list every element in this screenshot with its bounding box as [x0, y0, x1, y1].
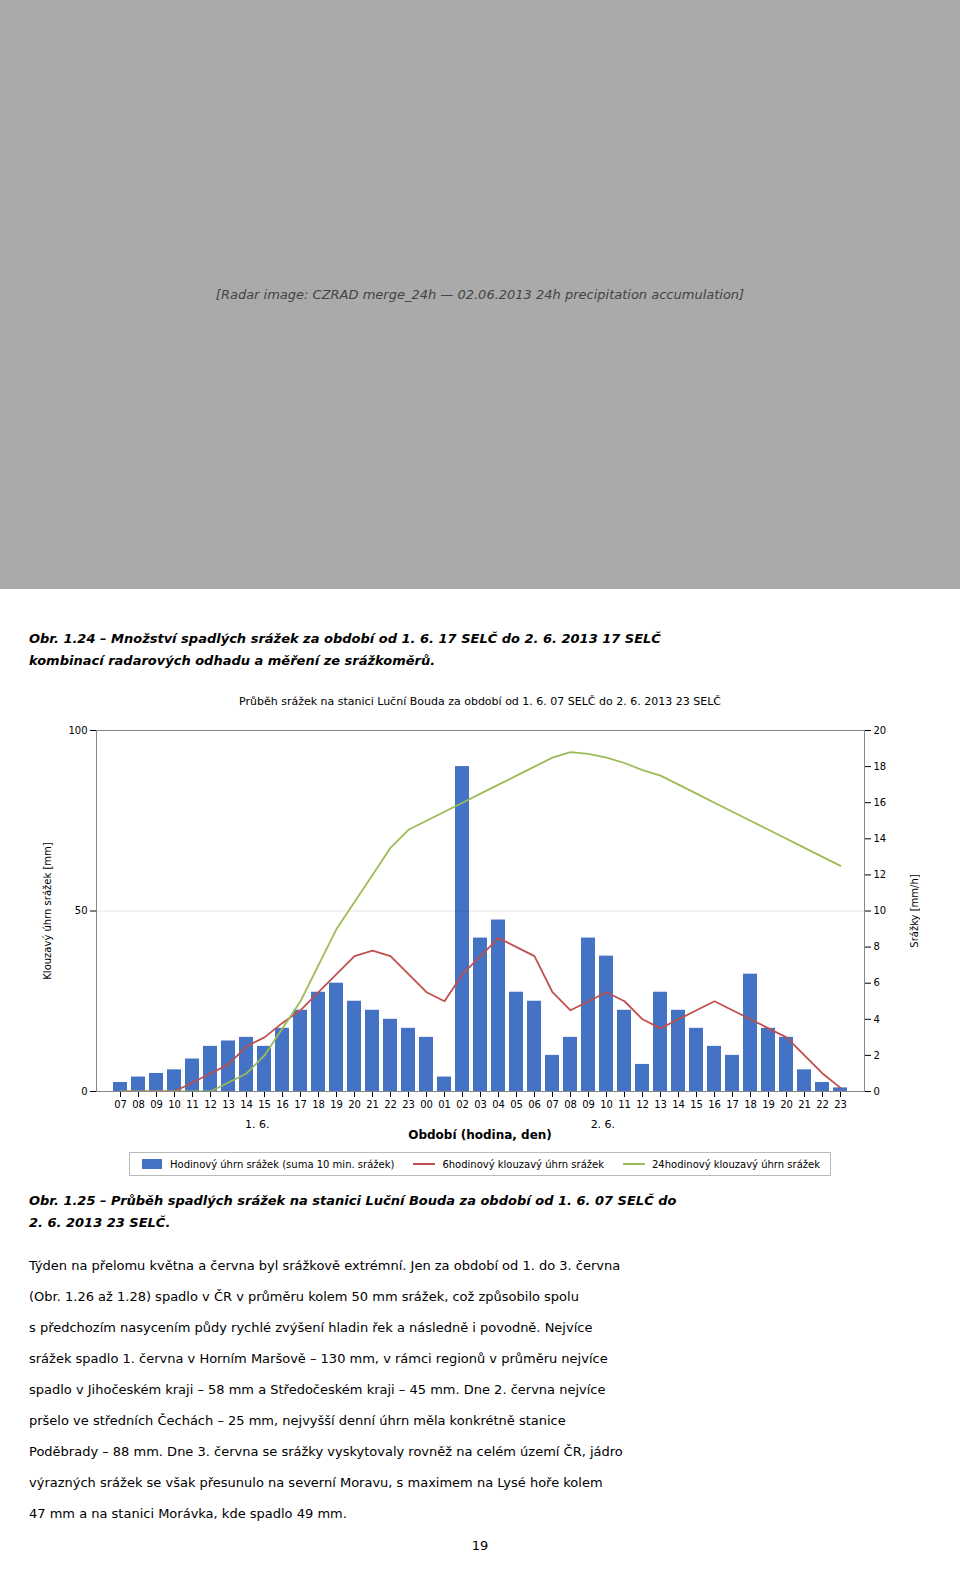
svg-text:09: 09 [150, 1099, 163, 1110]
svg-text:16: 16 [708, 1099, 721, 1110]
svg-text:14: 14 [672, 1099, 685, 1110]
svg-text:0: 0 [874, 1086, 880, 1097]
svg-text:23: 23 [834, 1099, 847, 1110]
svg-text:14: 14 [874, 833, 887, 844]
svg-text:Klouzavý úhrn srážek [mm]: Klouzavý úhrn srážek [mm] [42, 842, 53, 980]
html-text:s předchozím nasycením půdy ry: s předchozím nasycením půdy rychlé zvýše… [29, 1320, 593, 1335]
svg-text:20: 20 [348, 1099, 361, 1110]
svg-text:0: 0 [81, 1086, 87, 1097]
svg-text:12: 12 [636, 1099, 649, 1110]
svg-text:10: 10 [600, 1099, 613, 1110]
svg-text:50: 50 [75, 905, 88, 916]
html-text:srážek spadlo 1. června v Horn: srážek spadlo 1. června v Horním Maršově… [29, 1351, 608, 1366]
html-text:19: 19 [471, 1538, 489, 1553]
html-text:(Obr. 1.26 až 1.28) spadlo v Č: (Obr. 1.26 až 1.28) spadlo v ČR v průměr… [29, 1289, 579, 1304]
html-text:47 mm a na stanici Morávka, kd: 47 mm a na stanici Morávka, kde spadlo 4… [29, 1506, 347, 1521]
svg-text:16: 16 [276, 1099, 289, 1110]
html-text:Obr. 1.25 – Průběh spadlých sr: Obr. 1.25 – Průběh spadlých srážek na st… [29, 1193, 677, 1208]
svg-text:100: 100 [68, 725, 87, 736]
html-text:spadlo v Jihočeském kraji – 58: spadlo v Jihočeském kraji – 58 mm a Stře… [29, 1382, 606, 1397]
html-text:Období (hodina, den): Období (hodina, den) [408, 1128, 552, 1142]
html-text:Obr. 1.24 – Množství spadlých: Obr. 1.24 – Množství spadlých srážek za … [29, 631, 661, 646]
svg-text:12: 12 [204, 1099, 217, 1110]
svg-text:07: 07 [114, 1099, 127, 1110]
svg-text:04: 04 [492, 1099, 505, 1110]
svg-text:10: 10 [874, 905, 887, 916]
svg-text:03: 03 [474, 1099, 487, 1110]
svg-text:16: 16 [874, 797, 887, 808]
svg-text:15: 15 [258, 1099, 271, 1110]
svg-text:05: 05 [510, 1099, 523, 1110]
svg-text:20: 20 [874, 725, 887, 736]
svg-text:14: 14 [240, 1099, 253, 1110]
svg-text:13: 13 [222, 1099, 235, 1110]
svg-text:10: 10 [168, 1099, 181, 1110]
svg-text:15: 15 [690, 1099, 703, 1110]
svg-text:18: 18 [312, 1099, 325, 1110]
svg-text:19: 19 [330, 1099, 343, 1110]
svg-text:09: 09 [582, 1099, 595, 1110]
svg-text:00: 00 [420, 1099, 433, 1110]
html-text:1. 6.: 1. 6. [245, 1118, 270, 1131]
svg-text:13: 13 [654, 1099, 667, 1110]
svg-text:21: 21 [798, 1099, 811, 1110]
svg-text:12: 12 [874, 869, 887, 880]
svg-text:4: 4 [874, 1014, 880, 1025]
html-text:Průběh srážek na stanici Luční: Průběh srážek na stanici Luční Bouda za … [239, 695, 721, 708]
svg-text:Srážky [mm/h]: Srážky [mm/h] [909, 874, 920, 947]
html-text:výrazných srážek se však přesu: výrazných srážek se však přesunulo na se… [29, 1475, 603, 1490]
svg-text:19: 19 [762, 1099, 775, 1110]
svg-text:11: 11 [618, 1099, 631, 1110]
html-text:pršelo ve středních Čechách –: pršelo ve středních Čechách – 25 mm, nej… [29, 1413, 566, 1428]
html-text:Týden na přelomu května a červ: Týden na přelomu května a června byl srá… [29, 1258, 621, 1273]
svg-text:07: 07 [546, 1099, 559, 1110]
svg-text:21: 21 [366, 1099, 379, 1110]
html-text:2. 6. 2013 23 SELČ.: 2. 6. 2013 23 SELČ. [29, 1215, 171, 1231]
svg-text:11: 11 [186, 1099, 199, 1110]
html-text:Poděbrady – 88 mm. Dne 3. červ: Poděbrady – 88 mm. Dne 3. června se sráž… [29, 1444, 623, 1459]
svg-text:23: 23 [402, 1099, 415, 1110]
svg-text:18: 18 [874, 761, 887, 772]
html-text:Hodinový úhrn srážek (suma 10: Hodinový úhrn srážek (suma 10 min. sráže… [170, 1158, 395, 1170]
html-text:24hodinový klouzavý úhrn sráže: 24hodinový klouzavý úhrn srážek [652, 1158, 820, 1170]
svg-text:2: 2 [874, 1050, 880, 1061]
svg-text:17: 17 [726, 1099, 739, 1110]
svg-text:08: 08 [564, 1099, 577, 1110]
svg-text:22: 22 [816, 1099, 829, 1110]
svg-text:06: 06 [528, 1099, 541, 1110]
svg-text:17: 17 [294, 1099, 307, 1110]
svg-text:18: 18 [744, 1099, 757, 1110]
svg-text:8: 8 [874, 941, 880, 952]
html-text:2. 6.: 2. 6. [590, 1118, 616, 1131]
svg-text:20: 20 [780, 1099, 793, 1110]
svg-text:22: 22 [384, 1099, 397, 1110]
svg-text:08: 08 [132, 1099, 145, 1110]
html-text:kombinací radarových odhadu a: kombinací radarových odhadu a měření ze … [29, 653, 436, 669]
html-text:[Radar image: CZRAD merge_24h: [Radar image: CZRAD merge_24h — 02.06.20… [215, 287, 745, 302]
svg-text:02: 02 [456, 1099, 469, 1110]
svg-text:6: 6 [874, 977, 880, 988]
html-text:6hodinový klouzavý úhrn srážek: 6hodinový klouzavý úhrn srážek [442, 1158, 604, 1170]
svg-text:01: 01 [438, 1099, 451, 1110]
